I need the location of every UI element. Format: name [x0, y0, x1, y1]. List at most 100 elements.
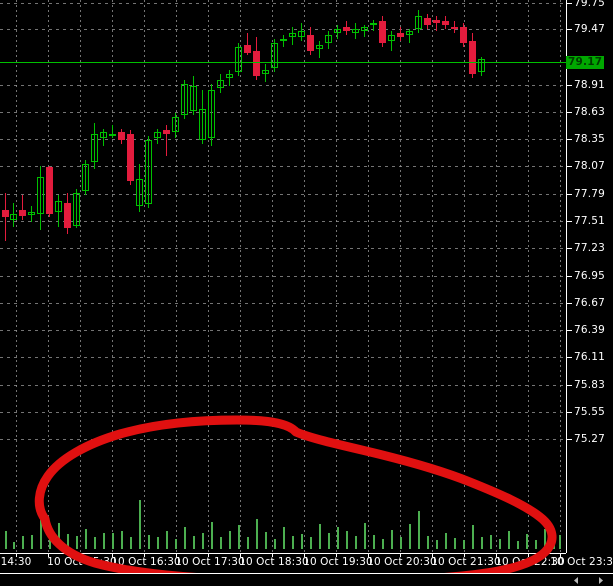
candle-body	[433, 19, 440, 24]
candle-wick	[166, 124, 167, 156]
volume-bar	[166, 531, 168, 549]
volume-bar	[319, 524, 321, 549]
candle-body	[208, 89, 215, 139]
candle-wick	[193, 75, 194, 115]
time-axis-tick-label: 14:30	[0, 556, 32, 568]
volume-bar	[184, 527, 186, 549]
time-axis-tick	[560, 553, 561, 557]
time-axis-tick-label: 10 Oct 19:30	[303, 556, 373, 568]
gridline-horizontal	[0, 85, 566, 86]
candle-wick	[94, 122, 95, 170]
candle-body	[298, 31, 305, 38]
price-axis-tick-label: 78.35	[574, 133, 606, 145]
candle-body	[289, 33, 296, 38]
price-axis-tick	[566, 303, 572, 304]
volume-bar	[103, 533, 105, 549]
candle-wick	[58, 194, 59, 227]
volume-bar	[193, 536, 195, 549]
candle-body	[109, 134, 116, 137]
gridline-horizontal	[0, 412, 566, 413]
candle-body	[460, 27, 467, 43]
volume-bar	[445, 533, 447, 549]
candle-wick	[229, 70, 230, 86]
gridline-horizontal	[0, 112, 566, 113]
price-axis-tick	[566, 330, 572, 331]
gridline-horizontal	[0, 276, 566, 277]
price-axis-tick-label: 76.95	[574, 270, 606, 282]
price-axis-tick	[566, 139, 572, 140]
price-axis-tick-label: 78.91	[574, 79, 606, 91]
volume-bar	[544, 529, 546, 549]
time-axis-tick-label: 10 Oct 23:30	[550, 556, 613, 568]
price-axis-tick-label: 75.27	[574, 433, 606, 445]
candle-body	[154, 132, 161, 139]
price-axis[interactable]: 79.75 79.47 78.91 78.63 78.35 78.07 77.79 77.51…	[566, 0, 613, 553]
volume-bar	[436, 540, 438, 549]
candle-wick	[454, 21, 455, 34]
volume-bar	[328, 533, 330, 549]
current-price-badge: 79.17	[566, 56, 605, 69]
candle-body	[307, 35, 314, 51]
volume-bar	[94, 537, 96, 549]
volume-bar	[418, 511, 420, 549]
price-axis-tick-label: 79.75	[574, 0, 606, 9]
volume-bar	[22, 536, 24, 549]
candle-body	[442, 21, 449, 26]
candle-body	[406, 31, 413, 36]
volume-bar	[508, 531, 510, 549]
candle-wick	[139, 163, 140, 213]
price-axis-tick-label: 78.63	[574, 106, 606, 118]
price-axis-tick-label: 75.55	[574, 406, 606, 418]
time-axis[interactable]: 14:30 10 Oct 15:30 10 Oct 16:30 10 Oct 17:3…	[0, 553, 613, 573]
candle-body	[316, 44, 323, 49]
candle-wick	[391, 31, 392, 51]
scroll-right-arrow-icon[interactable]	[596, 576, 605, 585]
scroll-left-arrow-icon[interactable]	[572, 576, 581, 585]
candle-wick	[328, 31, 329, 49]
chart-plot-area[interactable]	[0, 0, 566, 553]
volume-bar	[292, 536, 294, 549]
candle-body	[37, 177, 44, 215]
candle-wick	[481, 56, 482, 76]
time-axis-tick-label: 10 Oct 21:30	[431, 556, 501, 568]
candle-wick	[418, 9, 419, 34]
candle-body	[127, 134, 134, 182]
gridline-horizontal	[0, 439, 566, 440]
volume-bar	[76, 536, 78, 549]
volume-bar	[121, 531, 123, 549]
price-axis-tick	[566, 112, 572, 113]
volume-bar	[409, 524, 411, 549]
price-axis-tick-label: 78.07	[574, 160, 606, 172]
horizontal-scrollbar[interactable]	[0, 573, 613, 586]
candle-body	[2, 210, 9, 218]
candle-wick	[157, 128, 158, 145]
candle-body	[352, 29, 359, 34]
candle-body	[10, 214, 17, 221]
time-axis-tick	[16, 553, 17, 557]
candle-body	[217, 79, 224, 88]
volume-bar	[517, 541, 519, 549]
candle-wick	[319, 40, 320, 59]
volume-bar	[373, 535, 375, 549]
candle-body	[136, 179, 143, 207]
time-axis-tick-label: 10 Oct 15:30	[47, 556, 117, 568]
candle-body	[478, 59, 485, 73]
price-axis-tick-label: 77.23	[574, 242, 606, 254]
gridline-horizontal	[0, 330, 566, 331]
price-axis-tick	[566, 439, 572, 440]
price-axis-tick-label: 76.39	[574, 324, 606, 336]
volume-bar	[346, 531, 348, 549]
volume-bar	[13, 542, 15, 549]
candle-wick	[175, 112, 176, 139]
price-axis-tick	[566, 3, 572, 4]
volume-bar	[265, 532, 267, 549]
gridline-horizontal	[0, 194, 566, 195]
volume-bar	[49, 538, 51, 549]
volume-bar	[31, 535, 33, 549]
volume-bar	[400, 537, 402, 549]
volume-bar	[202, 533, 204, 549]
candle-body	[379, 21, 386, 43]
candle-body	[28, 212, 35, 216]
volume-bar	[112, 533, 114, 549]
